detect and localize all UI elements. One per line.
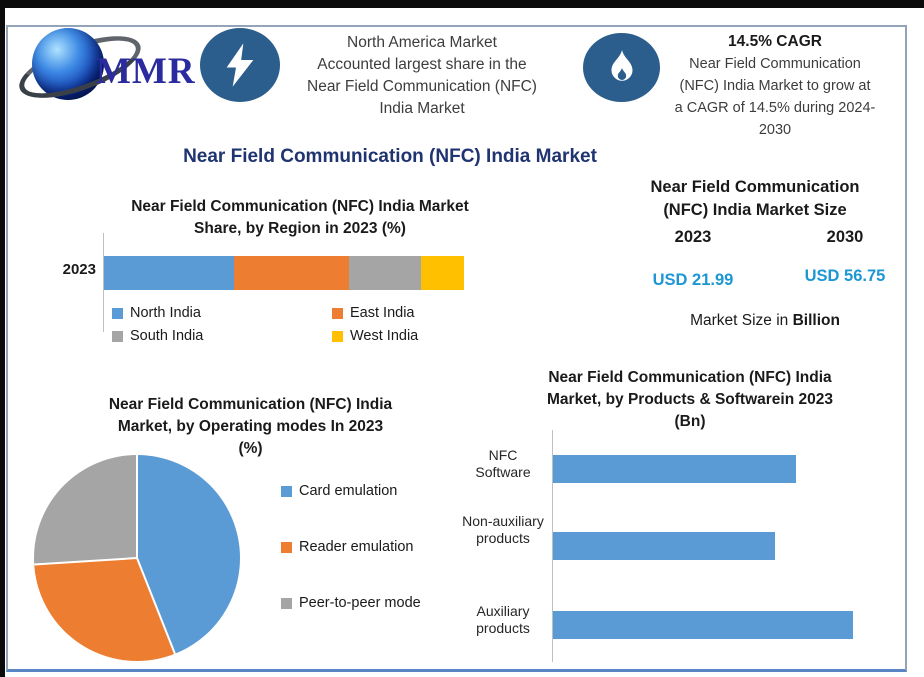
legend-item-reader-emulation: Reader emulation <box>281 539 413 555</box>
market-size-title-line: Near Field Communication <box>650 178 860 196</box>
market-size-year-2030: 2030 <box>826 228 864 246</box>
legend-label: East India <box>350 305 415 321</box>
lightning-icon <box>226 43 254 87</box>
products-chart-axis <box>552 430 553 662</box>
legend-swatch-icon <box>281 597 292 609</box>
legend-item-west-india: West India <box>332 328 418 344</box>
fact1-line: North America Market <box>347 34 497 51</box>
mmr-logo: MMR <box>11 23 199 111</box>
logo-text: MMR <box>96 51 196 92</box>
legend-label: Card emulation <box>299 483 398 499</box>
left-black-strip <box>0 0 5 677</box>
legend-swatch-icon <box>112 307 123 319</box>
header-fact-cagr: 14.5% CAGR Near Field Communication (NFC… <box>655 31 895 141</box>
header-fact-north-america: North America Market Accounted largest s… <box>272 32 572 120</box>
pie-slice-separator <box>136 557 176 655</box>
legend-label: South India <box>130 328 204 344</box>
globe-icon <box>32 28 104 100</box>
pie-slice-separator <box>34 557 138 566</box>
fact2-line: 2030 <box>758 122 792 138</box>
region-chart-title-line: Near Field Communication (NFC) India Mar… <box>131 198 469 215</box>
fact1-line: Near Field Communication (NFC) <box>307 78 537 95</box>
legend-swatch-icon <box>112 330 123 342</box>
legend-item-south-india: South India <box>112 328 203 344</box>
region-segment-west-india <box>420 256 464 290</box>
region-stacked-bar <box>104 256 464 290</box>
products-category-label: NFC Software <box>475 447 531 480</box>
products-chart-title-line: Market, by Products & Softwarein 2023 <box>547 391 833 408</box>
pie-chart-title-line: Market, by Operating modes In 2023 <box>117 418 384 435</box>
region-chart-title: Near Field Communication (NFC) India Mar… <box>75 196 525 240</box>
pie-chart-title-line: (%) <box>238 440 263 457</box>
page-title: Near Field Communication (NFC) India Mar… <box>183 146 597 167</box>
product-bar <box>553 611 853 639</box>
market-size-title: Near Field Communication (NFC) India Mar… <box>620 176 890 222</box>
products-category-label: Non-auxiliary products <box>462 513 544 546</box>
region-segment-north-india <box>104 256 234 290</box>
pie-slice-separator <box>136 455 138 558</box>
legend-swatch-icon <box>281 541 292 553</box>
market-size-year-2023: 2023 <box>674 228 712 246</box>
legend-label: North India <box>130 305 201 321</box>
market-size-note-bold: Billion <box>792 312 840 329</box>
pie-chart-title-line: Near Field Communication (NFC) India <box>108 396 393 413</box>
products-chart-title-line: Near Field Communication (NFC) India <box>548 369 832 386</box>
region-segment-south-india <box>348 256 421 290</box>
legend-swatch-icon <box>332 307 343 319</box>
region-chart-category-label: 2023 <box>62 261 96 278</box>
legend-label: Reader emulation <box>299 539 414 555</box>
operating-modes-pie <box>34 455 240 661</box>
flame-icon <box>611 49 632 81</box>
lightning-badge <box>200 28 280 102</box>
products-chart-title-line: (Bn) <box>674 413 706 430</box>
product-bar <box>553 455 796 483</box>
fact2-line: (NFC) India Market to grow at <box>679 78 871 94</box>
products-category-label: Auxiliary products <box>476 603 530 636</box>
top-black-strip <box>0 0 924 8</box>
cagr-value: 14.5% CAGR <box>728 33 822 50</box>
market-size-note-text: Market Size in <box>690 312 793 329</box>
legend-item-card-emulation: Card emulation <box>281 483 397 499</box>
market-size-note: Market Size in Billion <box>640 312 890 330</box>
region-chart-title-line: Share, by Region in 2023 (%) <box>194 220 406 237</box>
products-chart-title: Near Field Communication (NFC) India Mar… <box>470 367 910 433</box>
pie-chart-title: Near Field Communication (NFC) India Mar… <box>38 394 463 460</box>
flame-badge <box>583 33 660 102</box>
legend-label: West India <box>350 328 419 344</box>
fact1-line: India Market <box>379 100 465 117</box>
legend-item-peer-to-peer: Peer-to-peer mode <box>281 595 421 611</box>
market-size-title-line: (NFC) India Market Size <box>663 201 847 219</box>
fact2-line: Near Field Communication <box>689 56 861 72</box>
product-bar <box>553 532 775 560</box>
market-size-value-2023: USD 21.99 <box>652 271 734 289</box>
legend-swatch-icon <box>281 485 292 497</box>
legend-item-north-india: North India <box>112 305 201 321</box>
region-chart-axis <box>103 233 104 332</box>
market-size-value-2030: USD 56.75 <box>804 267 886 285</box>
region-segment-east-india <box>233 256 349 290</box>
legend-label: Peer-to-peer mode <box>299 595 421 611</box>
fact1-line: Accounted largest share in the <box>317 56 527 73</box>
legend-item-east-india: East India <box>332 305 415 321</box>
legend-swatch-icon <box>332 330 343 342</box>
fact2-line: a CAGR of 14.5% during 2024- <box>674 100 876 116</box>
